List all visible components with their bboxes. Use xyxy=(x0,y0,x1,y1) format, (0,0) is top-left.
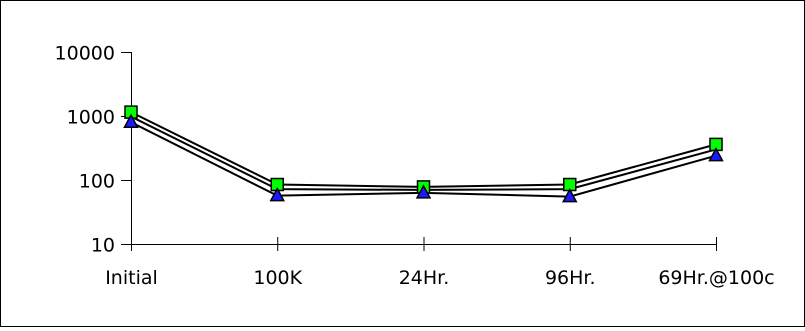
x-tick-label: 69Hr.@100c xyxy=(658,267,774,289)
y-tick-label: 10 xyxy=(91,235,115,257)
triangle-marker xyxy=(415,184,432,199)
triangle-marker xyxy=(561,188,578,203)
series-line-1 xyxy=(130,111,717,188)
series-line-2 xyxy=(130,115,717,191)
triangle-marker xyxy=(269,187,286,202)
x-tick-label: 100K xyxy=(253,267,302,289)
y-tick-label: 10000 xyxy=(55,43,115,65)
x-tick-label: 96Hr. xyxy=(545,267,596,289)
triangle-marker xyxy=(708,147,724,162)
triangle-marker xyxy=(123,113,139,128)
y-tick-label: 1000 xyxy=(67,107,115,129)
x-tick-label: Initial xyxy=(105,267,158,289)
x-tick-label: 24Hr. xyxy=(399,267,450,289)
y-tick-label: 100 xyxy=(79,171,115,193)
